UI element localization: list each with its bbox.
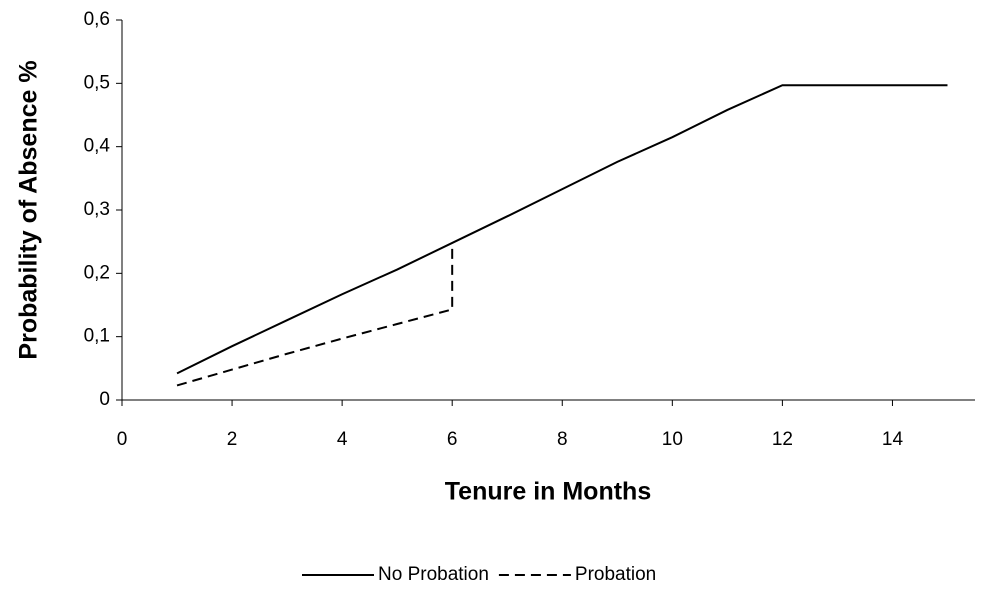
y-axis-title: Probability of Absence % (15, 60, 43, 359)
x-tick-label: 10 (662, 429, 683, 450)
x-axis-title: Tenure in Months (445, 478, 651, 506)
x-tick-label: 6 (447, 429, 458, 450)
y-tick-label: 0,6 (84, 9, 110, 30)
y-tick-label: 0,4 (84, 136, 111, 157)
x-tick-label: 8 (557, 429, 568, 450)
legend-label: Probation (575, 564, 656, 585)
legend-label: No Probation (378, 564, 489, 585)
y-tick-label: 0 (99, 389, 110, 410)
line-series (176, 84, 948, 375)
y-tick-label: 0,5 (84, 72, 110, 93)
x-tick-label: 4 (337, 429, 348, 450)
y-tick-label: 0,2 (84, 262, 110, 283)
x-tick-label: 2 (227, 429, 238, 450)
x-tick-label: 14 (882, 429, 904, 450)
y-tick-label: 0,1 (84, 326, 110, 347)
x-tick-label: 0 (117, 429, 128, 450)
x-tick-label: 12 (772, 429, 793, 450)
line-series (176, 242, 454, 387)
y-tick-label: 0,3 (84, 199, 110, 220)
